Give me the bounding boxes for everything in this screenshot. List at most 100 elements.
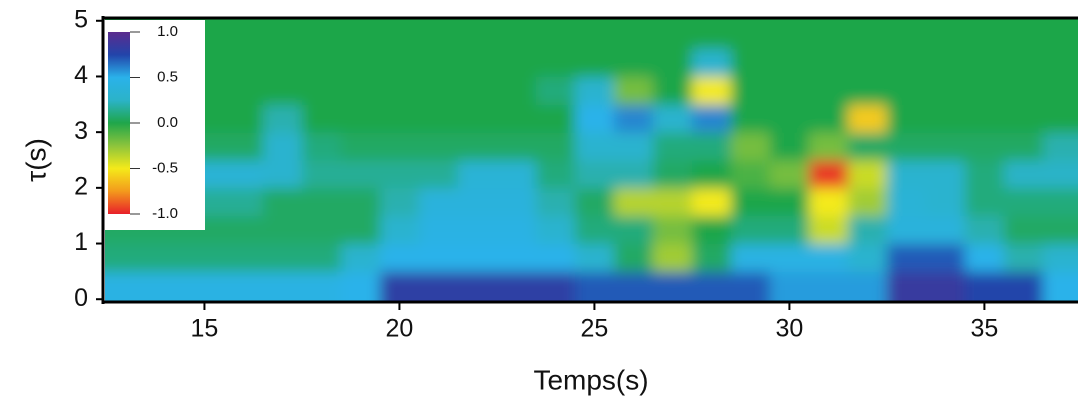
y-tick-label: 3: [74, 117, 88, 145]
x-tick-label: 35: [970, 315, 998, 343]
heat-cell: [730, 215, 771, 245]
heat-cell: [769, 104, 810, 133]
heat-cell: [535, 48, 576, 77]
heat-cell: [886, 104, 927, 133]
heat-cell: [301, 104, 342, 133]
heat-cell: [457, 18, 498, 50]
heat-cell: [223, 160, 264, 189]
heat-cell: [925, 243, 966, 272]
heat-cell: [613, 104, 654, 133]
heat-cell: [223, 18, 264, 50]
heat-cell: [574, 132, 615, 161]
heat-cell: [652, 76, 693, 105]
heat-cell: [1003, 76, 1044, 105]
heat-cell: [379, 243, 420, 272]
heat-cell: [262, 18, 303, 50]
heat-cell: [496, 187, 537, 217]
heat-cell: [418, 104, 459, 133]
heat-cell: [691, 160, 732, 189]
heat-cell: [808, 132, 849, 161]
heat-cell: [691, 243, 732, 272]
heat-cell: [730, 187, 771, 217]
heat-cell: [613, 215, 654, 245]
heat-cell: [613, 160, 654, 189]
heat-cell: [613, 132, 654, 161]
x-axis-label: Temps(s): [533, 364, 648, 395]
heat-cell: [613, 48, 654, 77]
heat-cell: [613, 187, 654, 217]
heat-cell: [886, 215, 927, 245]
heat-cell: [769, 271, 810, 302]
heat-cell: [613, 271, 654, 302]
heat-cell: [223, 215, 264, 245]
heat-cell: [574, 18, 615, 50]
heat-cell: [379, 48, 420, 77]
heat-cell: [535, 271, 576, 302]
heat-cell: [808, 187, 849, 217]
heat-cell: [457, 160, 498, 189]
heat-cell: [964, 187, 1005, 217]
heat-cell: [535, 215, 576, 245]
heat-cell: [184, 243, 225, 272]
heat-cell: [886, 243, 927, 272]
heat-cell: [925, 187, 966, 217]
heat-cell: [964, 104, 1005, 133]
heat-cell: [1042, 18, 1078, 50]
heat-cell: [925, 104, 966, 133]
heat-cell: [457, 243, 498, 272]
heat-cell: [496, 243, 537, 272]
heat-cell: [691, 132, 732, 161]
heat-cell: [847, 243, 888, 272]
heat-cell: [613, 18, 654, 50]
heat-cell: [925, 160, 966, 189]
heat-cell: [769, 18, 810, 50]
heat-cell: [925, 215, 966, 245]
heat-cell: [1042, 215, 1078, 245]
heat-cell: [808, 76, 849, 105]
heat-cell: [1042, 104, 1078, 133]
heat-cell: [925, 18, 966, 50]
heat-cell: [145, 243, 186, 272]
heat-cell: [1042, 187, 1078, 217]
heat-cell: [730, 132, 771, 161]
heat-cell: [652, 132, 693, 161]
heat-cell: [925, 132, 966, 161]
heat-cell: [847, 76, 888, 105]
heat-cell: [535, 160, 576, 189]
heat-cell: [652, 187, 693, 217]
heat-cell: [652, 160, 693, 189]
heat-cell: [691, 104, 732, 133]
heat-cell: [1003, 187, 1044, 217]
heat-cell: [262, 215, 303, 245]
heat-cell: [535, 187, 576, 217]
heat-cell: [769, 48, 810, 77]
heat-cell: [340, 243, 381, 272]
heat-cell: [535, 76, 576, 105]
heat-cell: [925, 76, 966, 105]
x-tick-label: 20: [386, 315, 414, 343]
heat-cell: [535, 132, 576, 161]
heat-cell: [964, 243, 1005, 272]
heat-cell: [1042, 243, 1078, 272]
heat-cell: [730, 271, 771, 302]
heat-cell: [457, 271, 498, 302]
heat-cell: [574, 104, 615, 133]
heat-cell: [418, 187, 459, 217]
heat-cell: [730, 243, 771, 272]
heat-cell: [535, 104, 576, 133]
heat-cell: [496, 132, 537, 161]
heat-cell: [262, 76, 303, 105]
heat-cell: [262, 132, 303, 161]
heat-cell: [418, 215, 459, 245]
heat-cell: [730, 18, 771, 50]
heat-cell: [301, 271, 342, 302]
heat-cell: [418, 18, 459, 50]
heat-cell: [730, 160, 771, 189]
heat-cell: [379, 18, 420, 50]
x-tick-label: 30: [776, 315, 804, 343]
heat-cell: [964, 48, 1005, 77]
heat-cell: [847, 160, 888, 189]
heat-cell: [574, 160, 615, 189]
heat-cell: [808, 215, 849, 245]
